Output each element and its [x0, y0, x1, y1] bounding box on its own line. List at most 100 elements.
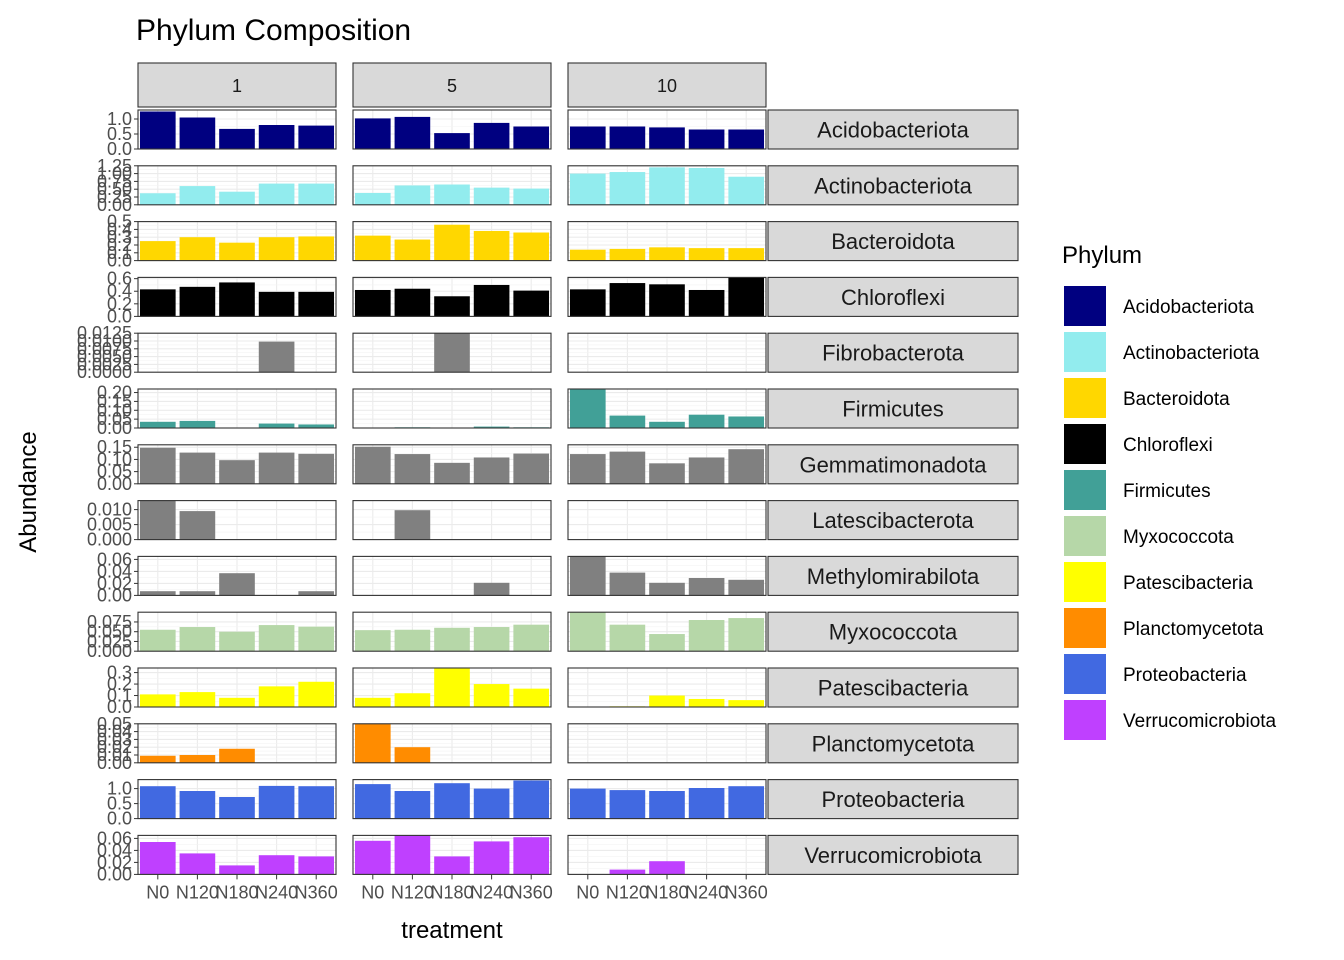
bar — [473, 122, 510, 149]
y-tick-label: 0.00 — [97, 474, 132, 494]
bar — [513, 290, 550, 317]
bar — [179, 186, 216, 205]
bar — [394, 693, 431, 707]
x-tick-label: N240 — [470, 882, 513, 902]
panel-border — [137, 221, 337, 262]
bar — [649, 247, 685, 261]
bar — [649, 861, 685, 875]
panel-border — [352, 276, 552, 317]
bar — [219, 797, 255, 819]
y-tick-label: 0.25 — [97, 187, 132, 207]
legend-label: Actinobacteriota — [1123, 343, 1260, 364]
panel-border — [137, 388, 337, 429]
panel-border — [567, 444, 767, 485]
bar — [569, 556, 606, 596]
bar — [473, 284, 510, 317]
bar — [609, 451, 646, 484]
bar — [258, 291, 295, 317]
bar — [139, 755, 176, 763]
bar — [513, 126, 550, 149]
bar — [139, 289, 176, 317]
facet-row-strip-label: Planctomycetota — [812, 731, 975, 756]
bar — [473, 582, 510, 596]
bar — [569, 788, 606, 819]
y-tick-label: 0.075 — [87, 612, 132, 632]
facet-row-strip — [767, 667, 1019, 708]
bar — [609, 248, 646, 261]
bar — [609, 869, 646, 875]
bar — [219, 242, 255, 261]
facet-row-strip — [767, 276, 1019, 317]
x-tick-label: N360 — [725, 882, 768, 902]
x-tick-label: N0 — [146, 882, 169, 902]
bar — [473, 788, 510, 819]
facet-row-strip-label: Actinobacteriota — [814, 173, 973, 198]
y-tick-label: 0.00 — [97, 864, 132, 884]
legend-swatch — [1064, 332, 1106, 372]
bar — [609, 624, 646, 652]
y-tick-label: 0.5 — [107, 212, 132, 232]
panel-border — [352, 444, 552, 485]
bar — [473, 230, 510, 261]
bar — [609, 790, 646, 819]
panel-border — [352, 221, 552, 262]
bar — [569, 126, 606, 149]
bar — [298, 424, 335, 428]
y-tick-label: 0.06 — [97, 828, 132, 848]
legend-swatch — [1064, 378, 1106, 418]
panel-border — [567, 388, 767, 429]
bar — [649, 695, 685, 707]
facet-row-strip-label: Verrucomicrobiota — [804, 843, 982, 868]
legend-label: Patescibacteria — [1123, 573, 1253, 594]
bar — [298, 236, 335, 261]
panel-border — [567, 276, 767, 317]
y-tick-label: 0.0 — [107, 139, 132, 159]
panel-border — [137, 779, 337, 820]
y-tick-label: 0.02 — [97, 852, 132, 872]
bar — [179, 117, 216, 149]
bar — [394, 185, 431, 205]
y-tick-label: 0.02 — [97, 737, 132, 757]
facet-panels: 0.00.51.0 Acidobacteriota0.000.250.500.75… — [77, 109, 1019, 884]
panel-border — [137, 500, 337, 541]
bar — [569, 389, 606, 428]
bar — [649, 582, 685, 596]
bar — [258, 686, 295, 707]
bar — [649, 284, 685, 317]
bar — [139, 591, 176, 596]
panel-border — [567, 611, 767, 652]
facet-row-strip — [767, 834, 1019, 875]
bar — [609, 172, 646, 205]
bar — [219, 748, 255, 763]
y-tick-label: 0.15 — [97, 437, 132, 457]
bar — [139, 500, 176, 540]
y-tick-label: 1.0 — [107, 779, 132, 799]
y-tick-label: 0.005 — [87, 515, 132, 535]
bar — [728, 416, 765, 428]
bar — [609, 572, 646, 596]
bar — [609, 283, 646, 317]
bar — [513, 453, 550, 484]
y-tick-label: 0.0 — [107, 697, 132, 717]
bar — [139, 842, 176, 875]
bar — [688, 167, 725, 205]
bar — [219, 631, 255, 652]
facet-row-strip — [767, 109, 1019, 150]
y-tick-label: 0.01 — [97, 745, 132, 765]
legend-swatch — [1064, 700, 1106, 740]
y-tick-label: 0.00 — [97, 585, 132, 605]
bar — [569, 612, 606, 652]
y-tick-label: 0.20 — [97, 383, 132, 403]
y-tick-label: 0.2 — [107, 235, 132, 255]
panel-border — [567, 555, 767, 596]
y-tick-label: 0.05 — [97, 409, 132, 429]
panel-border — [137, 555, 337, 596]
y-tick-label: 0.0050 — [77, 347, 132, 367]
legend-label: Bacteroidota — [1123, 389, 1230, 410]
y-tick-label: 0.010 — [87, 500, 132, 520]
y-tick-label: 0.6 — [107, 269, 132, 289]
bar — [258, 452, 295, 484]
bar — [179, 286, 216, 317]
bar — [728, 129, 765, 149]
